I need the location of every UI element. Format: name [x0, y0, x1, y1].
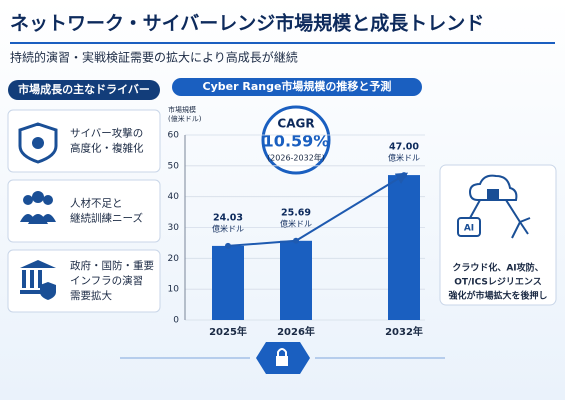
- value-label: 47.00: [389, 142, 419, 153]
- driver-text: 政府・国防・重要: [70, 259, 154, 272]
- side-text: OT/ICSレジリエンス: [454, 277, 542, 288]
- side-text: クラウド化、AI攻防、: [452, 262, 543, 274]
- cagr-period: (2026-2032年): [267, 153, 325, 163]
- chart-header: [172, 78, 422, 96]
- lock-shackle: [277, 348, 287, 356]
- driver-text: インフラの演習: [70, 274, 143, 287]
- x-tick-label: 2026年: [277, 325, 315, 338]
- y-tick-label: 60: [168, 131, 180, 141]
- cagr-badge: [261, 105, 331, 175]
- driver-icons: [18, 122, 58, 300]
- bar: [280, 240, 312, 320]
- value-unit: 億米ドル: [280, 218, 312, 228]
- y-tick-label: 0: [173, 316, 179, 326]
- value-unit: 億米ドル: [388, 153, 420, 163]
- driver-text: 人材不足と: [70, 197, 123, 210]
- plot: 01020304050602025年24.03億米ドル2026年25.69億米ド…: [168, 131, 425, 338]
- y-tick-label: 30: [168, 223, 180, 233]
- value-label: 24.03: [213, 212, 243, 223]
- drivers-header: [8, 80, 160, 100]
- x-tick-label: 2032年: [385, 325, 423, 338]
- y-tick-label: 50: [168, 161, 180, 171]
- trend-point: [225, 242, 231, 249]
- trend-point: [293, 237, 299, 244]
- side-icon: [457, 174, 531, 239]
- driver-text: 需要拡大: [70, 289, 112, 302]
- y-tick-label: 10: [168, 285, 180, 295]
- value-unit: 億米ドル: [212, 223, 244, 233]
- bar: [388, 175, 420, 320]
- lock-icon: [276, 356, 288, 366]
- y-axis-label: (億米ドル): [168, 114, 202, 123]
- page-subtitle: 持続的演習・実戦検証需要の拡大により高成長が継続: [10, 50, 298, 65]
- driver-text: サイバー攻撃の: [70, 127, 143, 140]
- side-card: [439, 164, 557, 306]
- x-tick-label: 2025年: [209, 325, 247, 338]
- drivers-title: 市場成長の主なドライバー: [18, 82, 150, 96]
- driver-card: [7, 109, 161, 173]
- page-title: ネットワーク・サイバーレンジ市場規模と成長トレンド: [10, 12, 484, 35]
- value-label: 25.69: [281, 207, 311, 218]
- trend-point: [401, 172, 407, 179]
- y-tick-label: 40: [168, 192, 180, 202]
- driver-text: 継続訓練ニーズ: [70, 212, 143, 225]
- driver-card: [7, 179, 161, 243]
- cagr-value: 10.59%: [263, 132, 330, 151]
- y-tick-label: 20: [168, 254, 180, 264]
- y-axis-label: 市場規模: [168, 105, 196, 114]
- cagr-label: CAGR: [277, 117, 314, 131]
- chart-title: Cyber Range市場規模の推移と予測: [203, 79, 392, 93]
- bar: [212, 245, 244, 320]
- ai-icon-text: AI: [464, 224, 474, 234]
- driver-texts: サイバー攻撃の高度化・複雑化人材不足と継続訓練ニーズ政府・国防・重要インフラの演…: [70, 127, 154, 303]
- side-text: 強化が市場拡大を後押し: [448, 290, 547, 302]
- driver-text: 高度化・複雑化: [70, 142, 144, 155]
